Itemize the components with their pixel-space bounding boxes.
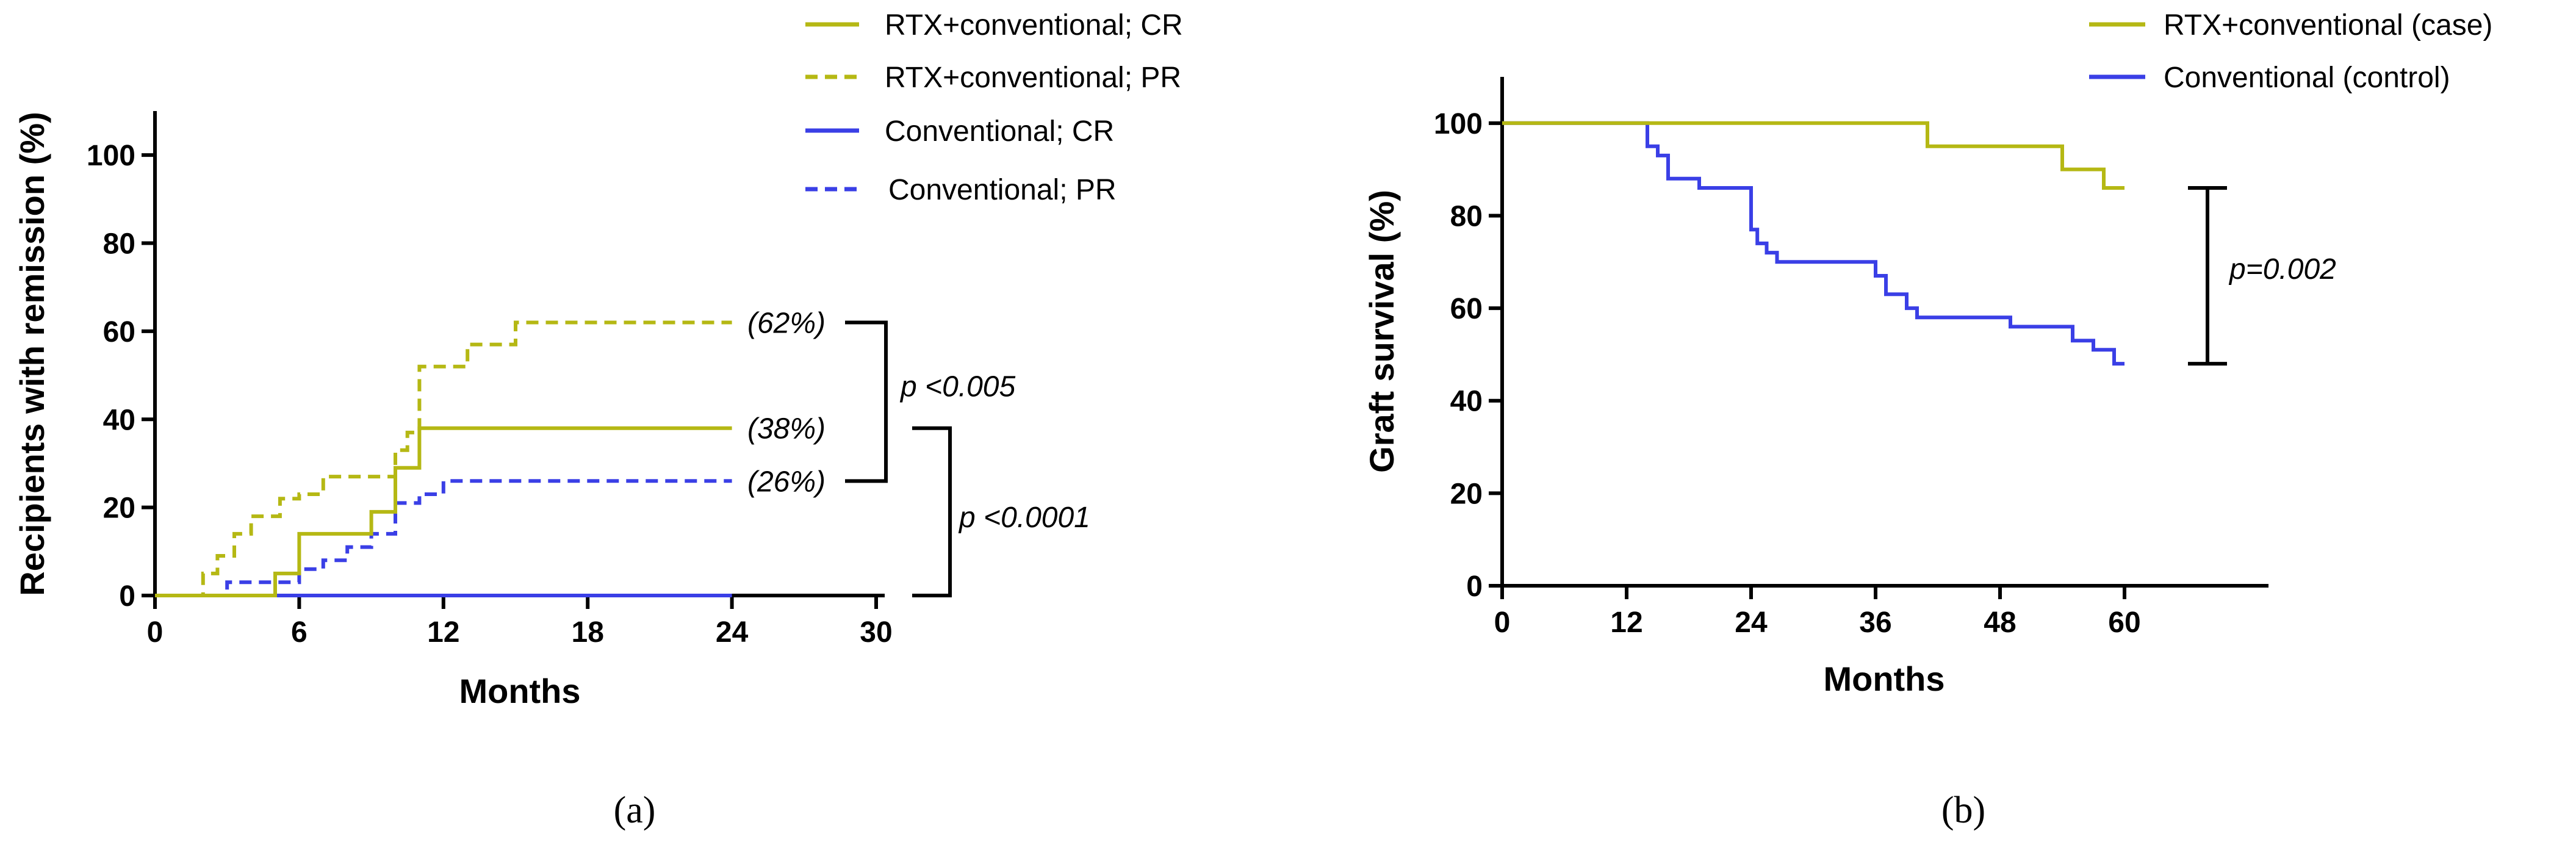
panel-a-brackets: p <0.005 p <0.0001 (845, 320, 1090, 597)
end-value-label: (38%) (747, 413, 826, 445)
panel-a-x-ticks: 0 6 12 18 24 30 (147, 596, 893, 649)
series-line-conventional-control (1502, 121, 2124, 366)
y-tick-label: 60 (103, 316, 135, 348)
x-tick-label: 48 (1984, 606, 2016, 639)
legend-label: Conventional (control) (2164, 62, 2450, 94)
legend-label: Conventional; PR (888, 174, 1117, 206)
panel-b-y-ticks: 0 20 40 60 80 100 (1434, 108, 1502, 603)
y-tick-label: 100 (87, 140, 135, 172)
end-value-label: (26%) (747, 466, 826, 498)
panel-a-label: (a) (614, 790, 656, 831)
x-tick-label: 12 (427, 616, 459, 649)
panel-a-y-axis-title: Recipients with remission (%) (13, 112, 51, 596)
x-tick-label: 24 (1735, 606, 1768, 639)
y-tick-label: 40 (1450, 386, 1483, 418)
p-value-label: p=0.002 (2228, 253, 2336, 286)
x-tick-label: 60 (2108, 606, 2140, 639)
panel-a-end-labels: (62%) (38%) (26%) (747, 307, 826, 498)
series-line-rtx-conventional-pr (155, 320, 732, 597)
significance-bracket (845, 320, 888, 483)
panel-a-y-ticks: 0 20 40 60 80 100 (87, 140, 155, 613)
panel-b-x-ticks: 0 12 24 36 48 60 (1494, 586, 2141, 639)
legend-label: RTX+conventional; CR (885, 9, 1183, 41)
x-tick-label: 6 (291, 616, 308, 649)
legend-item: Conventional; CR (805, 115, 1114, 148)
y-tick-label: 20 (1450, 478, 1483, 510)
panel-a-grid-axes (153, 111, 885, 597)
legend-item: Conventional (control) (2089, 62, 2450, 94)
y-tick-label: 0 (119, 580, 135, 613)
panel-b-brackets: p=0.002 (2188, 185, 2336, 366)
panel-b-grid-axes (1500, 77, 2268, 588)
legend-item: RTX+conventional; CR (805, 9, 1183, 41)
y-tick-label: 60 (1450, 293, 1483, 325)
y-tick-label: 0 (1466, 570, 1483, 603)
x-tick-label: 0 (1494, 606, 1511, 639)
x-tick-label: 0 (147, 616, 164, 649)
significance-bracket (912, 426, 952, 597)
panel-b-legend: RTX+conventional (case) Conventional (co… (2089, 9, 2492, 94)
panel-a-x-axis-title: Months (459, 672, 580, 710)
x-tick-label: 24 (716, 616, 749, 649)
panel-a-series (155, 320, 732, 597)
legend-item: Conventional; PR (805, 174, 1117, 206)
panel-b-x-axis-title: Months (1823, 660, 1945, 698)
x-tick-label: 12 (1610, 606, 1642, 639)
legend-item: RTX+conventional (case) (2089, 9, 2492, 41)
p-value-label: p <0.005 (899, 370, 1015, 403)
legend-item: RTX+conventional; PR (805, 62, 1181, 94)
y-tick-label: 80 (103, 228, 135, 261)
x-tick-label: 18 (572, 616, 604, 649)
legend-label: RTX+conventional (case) (2164, 9, 2492, 41)
y-tick-label: 20 (103, 492, 135, 525)
panel-b-label: (b) (1941, 790, 1985, 831)
panel-a-legend: RTX+conventional; CR RTX+conventional; P… (805, 9, 1183, 206)
x-tick-label: 30 (860, 616, 892, 649)
legend-label: RTX+conventional; PR (885, 62, 1181, 94)
p-value-label: p <0.0001 (958, 502, 1090, 534)
series-line-conventional-pr (155, 479, 732, 597)
significance-bracket (2188, 185, 2227, 366)
legend-label: Conventional; CR (885, 115, 1114, 148)
y-tick-label: 100 (1434, 108, 1483, 140)
panel-b-series (1502, 121, 2124, 366)
series-line-rtx-conventional-case (1502, 121, 2124, 190)
end-value-label: (62%) (747, 307, 826, 339)
panel-b-y-axis-title: Graft survival (%) (1362, 190, 1401, 473)
series-line-rtx-conventional-cr (155, 426, 732, 597)
x-tick-label: 36 (1859, 606, 1891, 639)
y-tick-label: 80 (1450, 200, 1483, 232)
y-tick-label: 40 (103, 404, 135, 436)
